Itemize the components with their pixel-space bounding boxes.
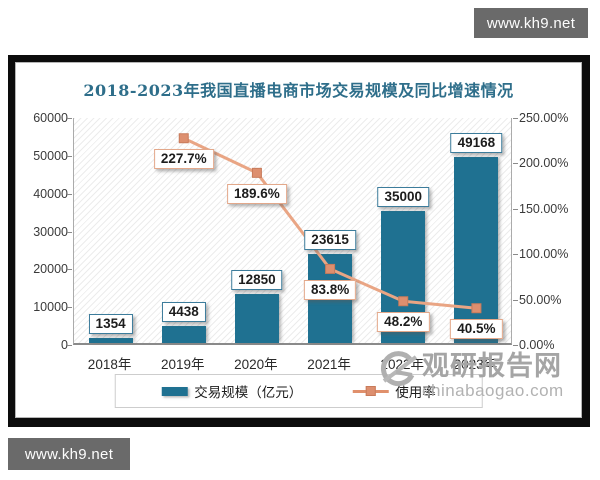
- chart-area: 2018-2023年我国直播电商市场交易规模及同比增速情况 1354 4438 12…: [15, 62, 582, 418]
- x-axis-label-2018年: 2018年: [87, 357, 132, 372]
- left-axis-tick-label: 40000: [33, 186, 68, 201]
- x-axis-label-2022年: 2022年: [380, 357, 425, 372]
- legend-line-marker: [365, 386, 376, 396]
- bar-2018年: [88, 337, 133, 343]
- right-axis-tick: [513, 254, 518, 256]
- bar-value-label: 49168: [450, 132, 503, 153]
- left-axis-tick-label: 30000: [33, 224, 68, 239]
- legend-line-label: 使用率: [395, 385, 436, 400]
- watermark-kh9-top: www.kh9.net: [474, 8, 588, 38]
- bar-value-label: 12850: [231, 270, 283, 291]
- legend-line-swatch-icon: [352, 386, 389, 396]
- line-marker: [471, 303, 482, 314]
- left-axis-tick: [67, 307, 72, 309]
- bar-2019年: [161, 326, 206, 343]
- line-value-label: 40.5%: [450, 319, 503, 340]
- chart-frame: 2018-2023年我国直播电商市场交易规模及同比增速情况 1354 4438 12…: [8, 55, 590, 427]
- left-axis-tick: [67, 231, 72, 233]
- plot-area: 1354 4438 12850 23615 35000 49168 227.7% 189.6%…: [73, 118, 512, 345]
- right-axis-tick: [513, 208, 518, 210]
- watermark-kh9-bottom: www.kh9.net: [8, 438, 130, 470]
- left-axis-tick-label: 50000: [33, 148, 68, 163]
- left-axis-tick: [67, 345, 72, 346]
- left-axis-tick: [67, 118, 72, 119]
- right-axis-tick: [513, 163, 518, 165]
- legend-item-line: 使用率: [352, 381, 436, 401]
- bar-value-label: 23615: [304, 229, 356, 250]
- legend-bar-label: 交易规模（亿元）: [194, 385, 303, 400]
- left-axis-tick-label: 0: [61, 338, 68, 352]
- right-axis-tick-label: 200.00%: [519, 156, 569, 171]
- left-axis-tick: [67, 269, 72, 271]
- right-axis-tick-label: 150.00%: [519, 201, 569, 216]
- right-axis-tick-label: 100.00%: [519, 247, 569, 262]
- bar-value-label: 1354: [88, 313, 133, 334]
- bar-value-label: 35000: [377, 186, 430, 207]
- legend-bar-swatch-icon: [161, 386, 188, 396]
- legend-item-bar: 交易规模（亿元）: [161, 381, 302, 401]
- line-marker: [251, 167, 262, 178]
- left-axis-tick: [67, 155, 72, 157]
- right-axis-tick: [513, 118, 518, 119]
- line-marker: [178, 133, 189, 144]
- right-axis-tick-label: 50.00%: [519, 292, 562, 307]
- chart-title: 2018-2023年我国直播电商市场交易规模及同比增速情况: [83, 81, 514, 100]
- left-axis-tick-label: 60000: [33, 111, 68, 125]
- x-axis-label-2019年: 2019年: [160, 357, 205, 372]
- line-value-label: 227.7%: [153, 149, 214, 170]
- usage-rate-line: [178, 133, 482, 314]
- x-axis-label-2023年: 2023年: [453, 357, 498, 372]
- legend: 交易规模（亿元） 使用率: [114, 374, 483, 408]
- left-axis-tick-label: 10000: [33, 300, 68, 315]
- bar-value-label: 4438: [161, 302, 206, 323]
- line-value-label: 48.2%: [377, 312, 430, 333]
- left-axis-tick: [67, 193, 72, 195]
- line-value-label: 83.8%: [303, 279, 357, 300]
- right-axis-tick: [513, 345, 518, 346]
- left-axis-tick-label: 20000: [33, 262, 68, 277]
- line-marker: [325, 263, 336, 274]
- line-value-label: 189.6%: [227, 183, 287, 204]
- line-marker: [398, 296, 409, 307]
- x-axis-label-2020年: 2020年: [234, 357, 278, 372]
- right-axis-tick-label: 250.00%: [519, 111, 569, 125]
- right-axis-tick-label: 0.00%: [519, 338, 555, 352]
- x-axis-label-2021年: 2021年: [307, 357, 351, 372]
- right-axis-tick: [513, 299, 518, 301]
- bar-2020年: [234, 294, 279, 343]
